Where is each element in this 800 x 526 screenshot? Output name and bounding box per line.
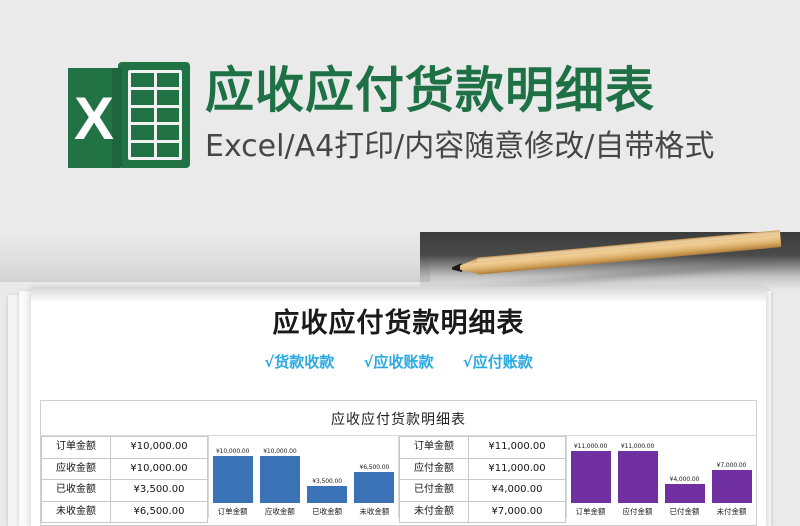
table-row: 订单金额 ¥11,000.00 <box>399 436 566 459</box>
spreadsheet-header-row: 应收应付货款明细表 <box>41 401 756 436</box>
bar-rect <box>711 470 752 503</box>
logo-sheet <box>118 62 190 168</box>
bar-category-label: 未收金额 <box>359 507 390 516</box>
payable-table: 订单金额 ¥11,000.00 应付金额 ¥11,000.00 已付金额 ¥4,… <box>399 436 566 523</box>
bar-column: ¥10,000.00 订单金额 <box>209 436 256 518</box>
promo-banner: X 应收应付货款明细表 Excel/A4打印/内容随意修改/自带格式 <box>0 0 800 232</box>
spreadsheet-panel: 应收应付货款明细表 订单金额 ¥10,000.00 应收金额 ¥10,000.0… <box>40 400 757 526</box>
document-preview: 应收应付货款明细表 √货款收款 √应收账款 √应付账款 应收应付货款明细表 订单… <box>31 287 766 526</box>
table-row: 已付金额 ¥4,000.00 <box>399 479 566 502</box>
logo-fold <box>68 68 120 168</box>
spreadsheet-body: 订单金额 ¥10,000.00 应收金额 ¥10,000.00 已收金额 ¥3,… <box>41 436 756 523</box>
bar-category-label: 订单金额 <box>575 507 606 516</box>
bar-rect <box>307 486 348 503</box>
receivable-label-0: 订单金额 <box>41 436 111 459</box>
receivable-value-0: ¥10,000.00 <box>110 436 208 459</box>
payable-value-1: ¥11,000.00 <box>468 457 566 480</box>
table-row: 已收金额 ¥3,500.00 <box>41 479 208 502</box>
table-row: 应付金额 ¥11,000.00 <box>399 457 566 480</box>
receivable-section: 订单金额 ¥10,000.00 应收金额 ¥10,000.00 已收金额 ¥3,… <box>41 436 398 523</box>
logo-letter-x: X <box>73 84 115 152</box>
payable-label-0: 订单金额 <box>399 436 469 459</box>
receivable-table: 订单金额 ¥10,000.00 应收金额 ¥10,000.00 已收金额 ¥3,… <box>41 436 208 523</box>
bar-value-label: ¥11,000.00 <box>573 443 608 450</box>
receivable-label-1: 应收金额 <box>41 457 111 480</box>
bar-value-label: ¥6,500.00 <box>359 464 390 471</box>
payable-label-2: 已付金额 <box>399 479 469 502</box>
spreadsheet-header-title: 应收应付货款明细表 <box>331 412 466 428</box>
payable-value-3: ¥7,000.00 <box>468 500 566 523</box>
payable-value-0: ¥11,000.00 <box>468 436 566 459</box>
logo-grid <box>128 70 182 160</box>
bar-value-label: ¥4,000.00 <box>669 476 700 483</box>
payable-bars: ¥11,000.00 订单金额 ¥11,000.00 应付金额 ¥4,000.00 已付金… <box>567 436 755 518</box>
bar-value-label: ¥11,000.00 <box>620 443 655 450</box>
bar-column: ¥10,000.00 应收金额 <box>256 436 303 518</box>
bar-category-label: 已付金额 <box>669 507 700 516</box>
bar-value-label: ¥7,000.00 <box>716 462 747 469</box>
table-row: 订单金额 ¥10,000.00 <box>41 436 208 459</box>
bar-category-label: 应付金额 <box>622 507 653 516</box>
receivable-bar-chart: ¥10,000.00 订单金额 ¥10,000.00 应收金额 ¥3,500.00 已收金… <box>208 436 398 518</box>
bar-rect <box>212 456 253 503</box>
document-feature-links: √货款收款 √应收账款 √应付账款 <box>31 351 766 372</box>
bar-category-label: 未付金额 <box>716 507 747 516</box>
table-row: 未付金额 ¥7,000.00 <box>399 500 566 523</box>
bar-column: ¥4,000.00 已付金额 <box>661 436 708 518</box>
payable-section: 订单金额 ¥11,000.00 应付金额 ¥11,000.00 已付金额 ¥4,… <box>398 436 755 523</box>
bar-rect <box>570 451 611 503</box>
scene-shadow-left <box>0 232 430 282</box>
bar-value-label: ¥10,000.00 <box>215 448 250 455</box>
banner-title: 应收应付货款明细表 <box>205 62 656 119</box>
bar-column: ¥11,000.00 应付金额 <box>614 436 661 518</box>
feature-link-2[interactable]: √应付账款 <box>462 353 533 371</box>
payable-label-3: 未付金额 <box>399 500 469 523</box>
excel-logo-icon: X <box>68 62 190 168</box>
bar-value-label: ¥3,500.00 <box>312 478 342 485</box>
bar-rect <box>259 456 300 503</box>
bar-column: ¥11,000.00 订单金额 <box>567 436 614 518</box>
logo-shade <box>112 68 122 168</box>
receivable-value-2: ¥3,500.00 <box>110 479 208 502</box>
table-row: 应收金额 ¥10,000.00 <box>41 457 208 480</box>
document-title: 应收应付货款明细表 <box>272 308 525 339</box>
bar-rect <box>664 484 705 503</box>
banner-subtitle: Excel/A4打印/内容随意修改/自带格式 <box>205 129 715 164</box>
bar-category-label: 订单金额 <box>217 507 248 516</box>
receivable-value-3: ¥6,500.00 <box>110 500 208 523</box>
receivable-label-3: 未收金额 <box>41 500 111 523</box>
feature-link-0[interactable]: √货款收款 <box>264 353 335 371</box>
bar-category-label: 已收金额 <box>312 507 343 516</box>
bar-rect <box>354 472 395 503</box>
receivable-bars: ¥10,000.00 订单金额 ¥10,000.00 应收金额 ¥3,500.00 已收金… <box>209 436 398 518</box>
bar-value-label: ¥10,000.00 <box>263 448 297 455</box>
payable-label-1: 应付金额 <box>399 457 469 480</box>
bar-rect <box>617 451 658 503</box>
feature-link-1[interactable]: √应收账款 <box>363 353 434 371</box>
bar-column: ¥6,500.00 未收金额 <box>351 436 398 518</box>
table-row: 未收金额 ¥6,500.00 <box>41 500 208 523</box>
receivable-value-1: ¥10,000.00 <box>110 457 208 480</box>
payable-value-2: ¥4,000.00 <box>468 479 566 502</box>
bar-column: ¥3,500.00 已收金额 <box>304 436 351 518</box>
bar-category-label: 应收金额 <box>264 507 295 516</box>
payable-bar-chart: ¥11,000.00 订单金额 ¥11,000.00 应付金额 ¥4,000.00 已付金… <box>566 436 755 518</box>
bar-column: ¥7,000.00 未付金额 <box>708 436 755 518</box>
receivable-label-2: 已收金额 <box>41 479 111 502</box>
